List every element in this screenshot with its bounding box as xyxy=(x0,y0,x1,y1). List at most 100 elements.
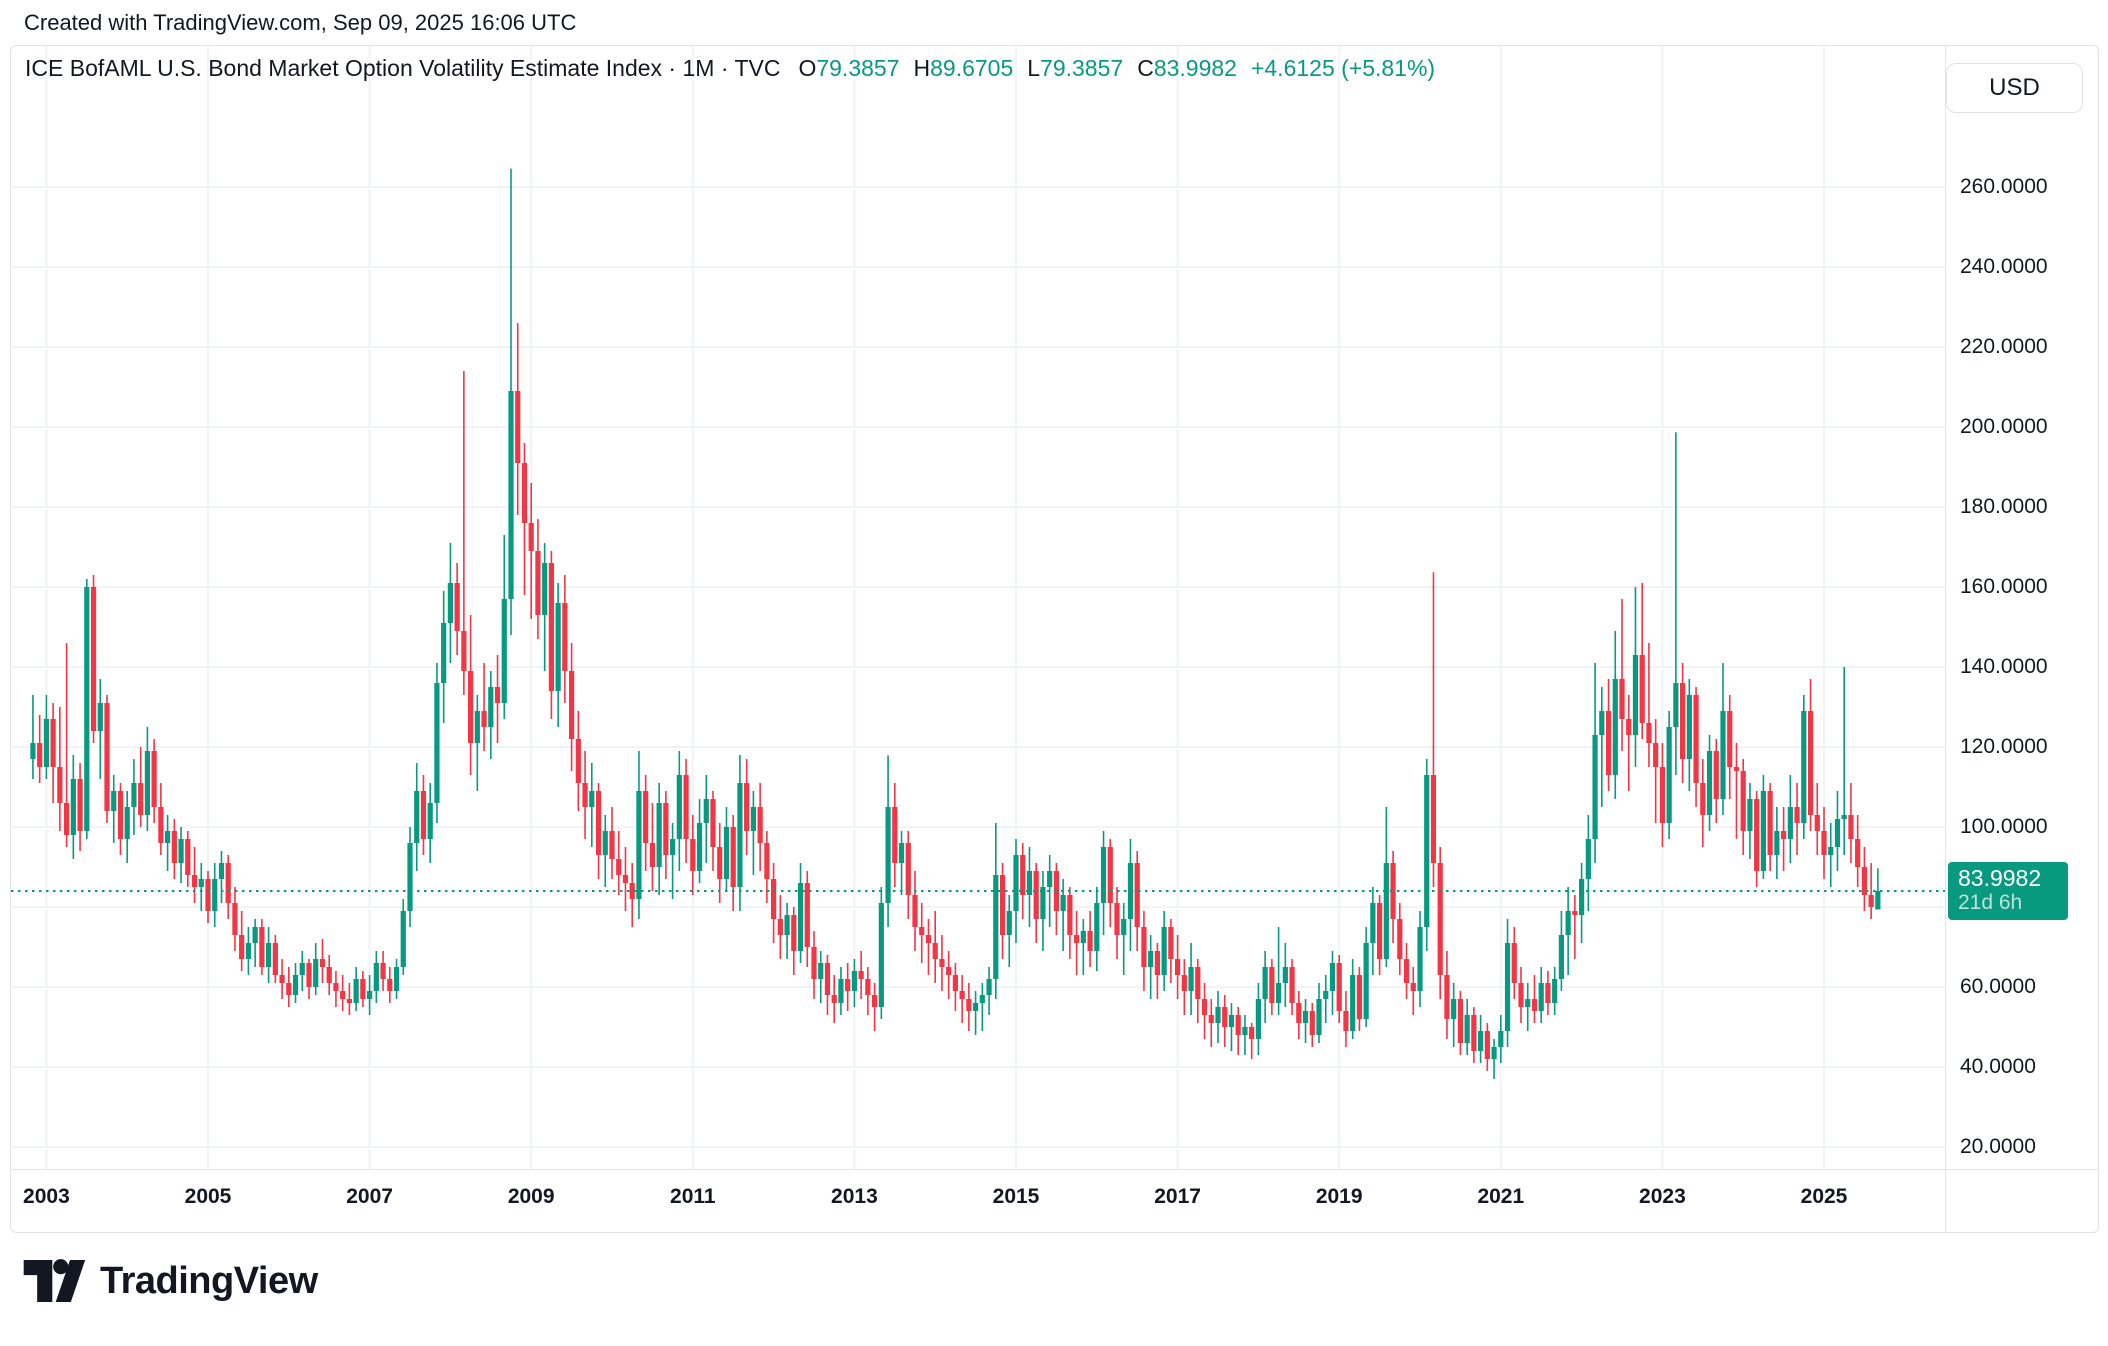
candle xyxy=(393,967,400,991)
candle xyxy=(1572,911,1578,915)
candle xyxy=(1545,983,1551,1003)
candle xyxy=(1107,847,1113,903)
price-tick-label: 240.0000 xyxy=(1960,255,2048,278)
candle xyxy=(1612,679,1618,775)
candle xyxy=(1296,1003,1302,1023)
candle xyxy=(1552,979,1558,1003)
candle xyxy=(710,799,716,847)
candle xyxy=(683,775,689,839)
candle xyxy=(198,879,204,887)
candle xyxy=(818,963,824,979)
candlestick-plot[interactable] xyxy=(11,46,1945,1169)
candle xyxy=(562,603,568,671)
candle xyxy=(1188,967,1194,991)
candle xyxy=(1525,999,1531,1007)
candle xyxy=(1579,879,1585,915)
tradingview-logo-icon xyxy=(23,1259,86,1303)
close-value: C83.9982 xyxy=(1137,55,1237,81)
symbol-title[interactable]: ICE BofAML U.S. Bond Market Option Volat… xyxy=(25,55,781,81)
candle xyxy=(1814,815,1820,831)
candle xyxy=(1861,867,1867,895)
candle xyxy=(427,803,433,839)
candle xyxy=(1626,719,1632,735)
candle xyxy=(508,391,514,599)
time-axis[interactable]: 2003 2005 2007 2009 2011 2013 2015 2017 2019 2021… xyxy=(11,1170,2098,1232)
currency-usd-button[interactable]: USD xyxy=(1946,63,2083,113)
candle xyxy=(1410,983,1416,991)
candle xyxy=(151,751,157,807)
tradingview-logo[interactable]: TradingView xyxy=(22,1252,318,1310)
candle xyxy=(1639,655,1645,723)
candle xyxy=(858,971,864,979)
candle xyxy=(1781,831,1787,839)
candle xyxy=(764,843,770,879)
candle xyxy=(582,783,588,807)
candle xyxy=(1370,903,1376,943)
candle xyxy=(373,963,379,991)
candle xyxy=(37,743,43,767)
candle xyxy=(1033,871,1039,919)
candle xyxy=(252,927,258,943)
candle xyxy=(454,583,460,631)
candle xyxy=(158,807,164,843)
candle xyxy=(1464,1015,1470,1043)
price-axis[interactable]: 20.000040.000060.000080.0000100.0000120.… xyxy=(1946,46,2098,1169)
candle xyxy=(232,903,238,935)
candle xyxy=(117,791,124,839)
candle xyxy=(1094,903,1100,951)
candle xyxy=(346,999,352,1003)
price-tick-label: 200.0000 xyxy=(1960,415,2048,438)
candle xyxy=(461,631,467,671)
time-tick-label: 2017 xyxy=(1154,1185,1201,1208)
candle xyxy=(165,831,171,843)
candle xyxy=(865,979,871,995)
candle xyxy=(501,599,507,703)
candle xyxy=(319,959,326,967)
candle xyxy=(1632,655,1639,735)
time-tick-label: 2013 xyxy=(831,1185,878,1208)
candle xyxy=(1013,855,1019,911)
candle xyxy=(468,671,474,743)
candle xyxy=(279,975,285,983)
candle xyxy=(1673,683,1679,727)
candle xyxy=(1659,767,1665,823)
candle xyxy=(171,831,177,863)
candle xyxy=(353,979,359,1003)
candle xyxy=(474,711,480,743)
candle xyxy=(266,943,272,967)
candle xyxy=(919,927,925,935)
candle xyxy=(535,551,541,615)
chart-widget: ICE BofAML U.S. Bond Market Option Volat… xyxy=(10,45,2099,1233)
time-tick-label: 2015 xyxy=(992,1185,1040,1208)
candle xyxy=(1262,967,1268,999)
price-tick-label: 20.0000 xyxy=(1960,1135,2036,1158)
candle xyxy=(1067,895,1073,935)
candle xyxy=(676,775,682,839)
candle xyxy=(1646,723,1652,743)
candle xyxy=(70,779,76,835)
candle xyxy=(575,739,581,783)
candle xyxy=(1592,735,1598,839)
candle xyxy=(1457,999,1463,1043)
candle xyxy=(1720,711,1726,799)
candle xyxy=(528,523,534,551)
candle xyxy=(1390,863,1396,919)
candle xyxy=(64,803,70,835)
candle xyxy=(1161,927,1167,975)
candle xyxy=(663,803,669,855)
candle xyxy=(1336,963,1342,1011)
candle xyxy=(367,991,373,999)
candle xyxy=(1040,887,1046,919)
candle xyxy=(286,983,292,995)
candle xyxy=(488,687,494,727)
bar-countdown: 21d 6h xyxy=(1958,891,2023,915)
candle xyxy=(1302,1011,1309,1023)
price-tick-label: 120.0000 xyxy=(1960,735,2048,758)
candle xyxy=(925,935,932,943)
candle xyxy=(622,875,629,883)
candle xyxy=(791,915,797,951)
candle xyxy=(84,587,90,831)
candle xyxy=(434,683,440,803)
candle xyxy=(1383,863,1389,959)
candle xyxy=(542,563,548,615)
